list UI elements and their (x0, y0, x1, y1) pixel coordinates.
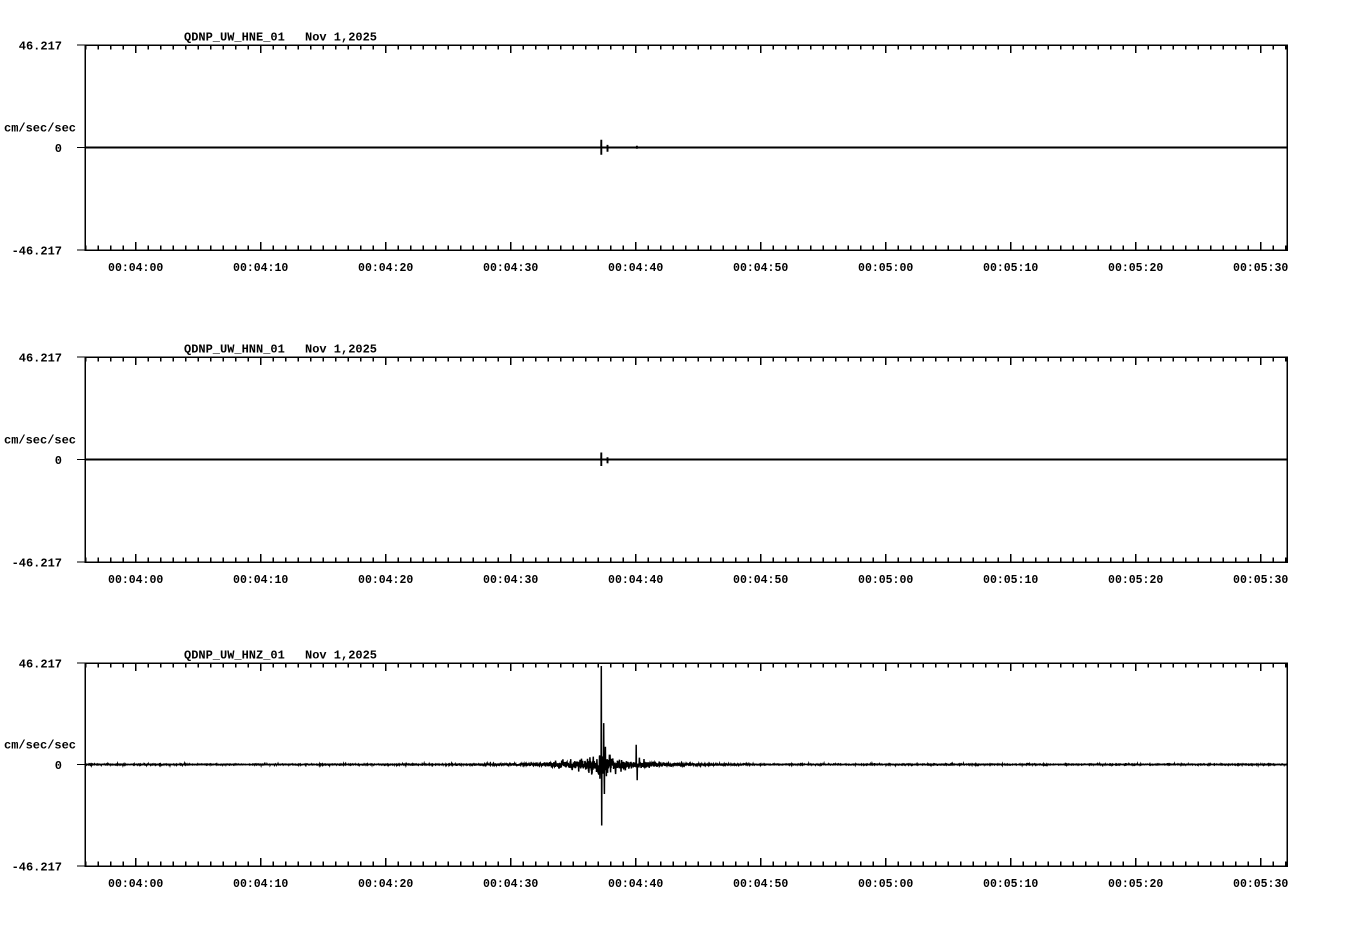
svg-text:QDNP_UW_HNE_01: QDNP_UW_HNE_01 (184, 31, 285, 45)
svg-text:00:04:50: 00:04:50 (733, 574, 788, 587)
svg-text:-46.217: -46.217 (12, 861, 62, 875)
svg-text:00:05:00: 00:05:00 (858, 262, 913, 275)
svg-text:Nov 1,2025: Nov 1,2025 (305, 343, 377, 357)
svg-text:46.217: 46.217 (19, 658, 62, 672)
svg-text:00:04:10: 00:04:10 (233, 262, 288, 275)
svg-text:0: 0 (55, 759, 62, 773)
svg-text:00:04:50: 00:04:50 (733, 878, 788, 891)
svg-text:00:04:10: 00:04:10 (233, 878, 288, 891)
svg-text:cm/sec/sec: cm/sec/sec (4, 122, 76, 136)
svg-text:cm/sec/sec: cm/sec/sec (4, 739, 76, 753)
svg-text:00:05:10: 00:05:10 (983, 878, 1038, 891)
svg-text:00:05:20: 00:05:20 (1108, 574, 1163, 587)
svg-text:00:04:00: 00:04:00 (108, 574, 163, 587)
svg-text:-46.217: -46.217 (12, 245, 62, 259)
svg-text:Nov 1,2025: Nov 1,2025 (305, 31, 377, 45)
svg-text:00:04:10: 00:04:10 (233, 574, 288, 587)
svg-text:QDNP_UW_HNZ_01: QDNP_UW_HNZ_01 (184, 649, 285, 663)
svg-text:QDNP_UW_HNN_01: QDNP_UW_HNN_01 (184, 343, 285, 357)
svg-text:00:04:50: 00:04:50 (733, 262, 788, 275)
svg-text:00:05:30: 00:05:30 (1233, 878, 1288, 891)
svg-text:Nov 1,2025: Nov 1,2025 (305, 649, 377, 663)
svg-text:00:04:20: 00:04:20 (358, 878, 413, 891)
svg-text:00:05:10: 00:05:10 (983, 574, 1038, 587)
svg-text:00:05:20: 00:05:20 (1108, 878, 1163, 891)
svg-text:00:05:30: 00:05:30 (1233, 574, 1288, 587)
svg-text:00:05:10: 00:05:10 (983, 262, 1038, 275)
svg-text:00:04:00: 00:04:00 (108, 262, 163, 275)
svg-text:cm/sec/sec: cm/sec/sec (4, 434, 76, 448)
svg-text:00:04:30: 00:04:30 (483, 262, 538, 275)
svg-text:00:04:00: 00:04:00 (108, 878, 163, 891)
svg-text:00:04:40: 00:04:40 (608, 574, 663, 587)
svg-text:00:04:20: 00:04:20 (358, 574, 413, 587)
svg-text:-46.217: -46.217 (12, 557, 62, 571)
svg-text:00:04:40: 00:04:40 (608, 878, 663, 891)
svg-text:00:04:20: 00:04:20 (358, 262, 413, 275)
svg-text:00:04:30: 00:04:30 (483, 878, 538, 891)
svg-text:00:04:40: 00:04:40 (608, 262, 663, 275)
svg-text:00:05:30: 00:05:30 (1233, 262, 1288, 275)
svg-text:46.217: 46.217 (19, 40, 62, 54)
svg-text:0: 0 (55, 142, 62, 156)
svg-text:00:05:00: 00:05:00 (858, 878, 913, 891)
svg-text:0: 0 (55, 454, 62, 468)
svg-text:00:04:30: 00:04:30 (483, 574, 538, 587)
svg-text:46.217: 46.217 (19, 352, 62, 366)
svg-text:00:05:00: 00:05:00 (858, 574, 913, 587)
svg-text:00:05:20: 00:05:20 (1108, 262, 1163, 275)
